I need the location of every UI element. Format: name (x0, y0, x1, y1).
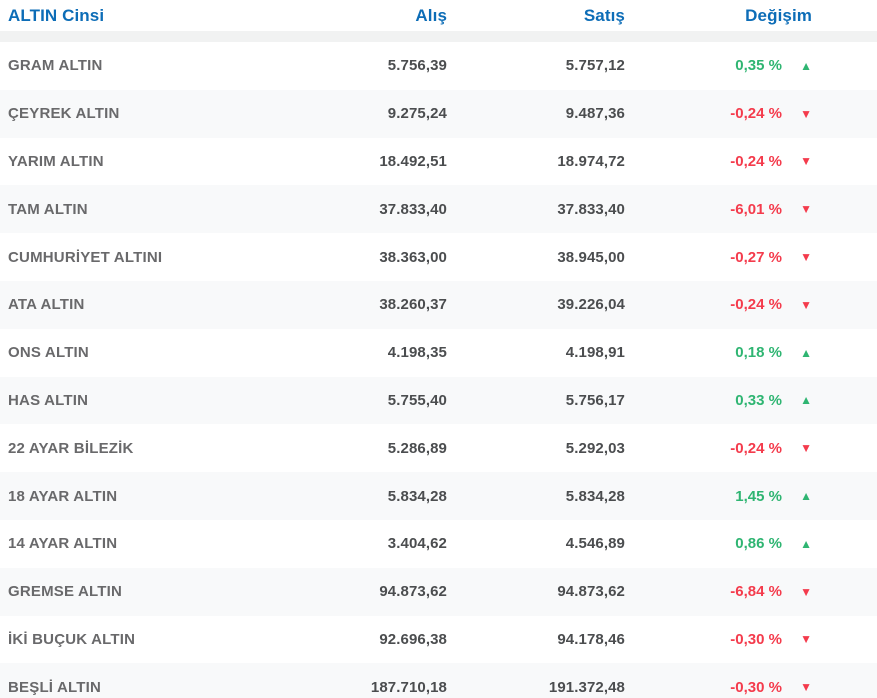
down-arrow-icon: ▼ (800, 680, 812, 695)
buy-price: 4.198,35 (387, 344, 447, 362)
down-arrow-icon: ▼ (800, 297, 812, 312)
change-percent: 0,35 % (735, 57, 782, 75)
buy-price: 94.873,62 (379, 583, 447, 601)
down-arrow-icon: ▼ (800, 154, 812, 169)
table-row[interactable]: 18 AYAR ALTIN 5.834,28 5.834,28 1,45 % ▲ (0, 472, 877, 520)
table-row[interactable]: GREMSE ALTIN 94.873,62 94.873,62 -6,84 %… (0, 567, 877, 616)
table-row[interactable]: BEŞLİ ALTIN 187.710,18 191.372,48 -0,30 … (0, 663, 877, 698)
change-percent: 0,33 % (735, 391, 782, 409)
table-row[interactable]: 14 AYAR ALTIN 3.404,62 4.546,89 0,86 % ▲ (0, 519, 877, 568)
change-percent: -0,27 % (730, 248, 782, 266)
col-header-change: Değişim (745, 5, 812, 25)
buy-price: 38.363,00 (379, 248, 447, 266)
table-row[interactable]: ATA ALTIN 38.260,37 39.226,04 -0,24 % ▼ (0, 280, 877, 329)
table-row[interactable]: HAS ALTIN 5.755,40 5.756,17 0,33 % ▲ (0, 376, 877, 425)
sell-price: 37.833,40 (557, 200, 625, 218)
down-arrow-icon: ▼ (800, 584, 812, 599)
sell-price: 38.945,00 (557, 248, 625, 266)
sell-price: 18.974,72 (557, 152, 625, 170)
down-arrow-icon: ▼ (800, 106, 812, 121)
gold-type-label: ONS ALTIN (8, 344, 89, 362)
table-row[interactable]: TAM ALTIN 37.833,40 37.833,40 -6,01 % ▼ (0, 185, 877, 234)
gold-type-label: YARIM ALTIN (8, 152, 104, 170)
sell-price: 94.873,62 (557, 583, 625, 601)
change-percent: -0,30 % (730, 678, 782, 696)
change-percent: 1,45 % (735, 487, 782, 505)
gold-type-label: CUMHURİYET ALTINI (8, 248, 163, 266)
change-percent: -0,24 % (730, 439, 782, 457)
table-row[interactable]: GRAM ALTIN 5.756,39 5.757,12 0,35 % ▲ (0, 42, 877, 90)
sell-price: 5.757,12 (565, 57, 625, 75)
sell-price: 94.178,46 (557, 630, 625, 648)
table-body: GRAM ALTIN 5.756,39 5.757,12 0,35 % ▲ ÇE… (0, 42, 877, 698)
gold-type-label: GRAM ALTIN (8, 57, 103, 75)
gold-type-label: TAM ALTIN (8, 200, 88, 218)
up-arrow-icon: ▲ (800, 536, 812, 551)
down-arrow-icon: ▼ (800, 441, 812, 456)
change-percent: 0,18 % (735, 344, 782, 362)
table-row[interactable]: 22 AYAR BİLEZİK 5.286,89 5.292,03 -0,24 … (0, 424, 877, 473)
table-row[interactable]: ÇEYREK ALTIN 9.275,24 9.487,36 -0,24 % ▼ (0, 89, 877, 138)
buy-price: 9.275,24 (387, 105, 447, 123)
table-row[interactable]: ONS ALTIN 4.198,35 4.198,91 0,18 % ▲ (0, 328, 877, 377)
sell-price: 5.292,03 (565, 439, 625, 457)
down-arrow-icon: ▼ (800, 202, 812, 217)
sell-price: 39.226,04 (557, 296, 625, 314)
up-arrow-icon: ▲ (800, 489, 812, 504)
buy-price: 5.286,89 (387, 439, 447, 457)
change-percent: -6,84 % (730, 583, 782, 601)
gold-type-label: 14 AYAR ALTIN (8, 535, 118, 553)
gold-type-label: 22 AYAR BİLEZİK (8, 439, 134, 457)
buy-price: 3.404,62 (387, 535, 447, 553)
change-percent: -0,24 % (730, 105, 782, 123)
gold-type-label: İKİ BUÇUK ALTIN (8, 630, 136, 648)
col-header-sell: Satış (583, 5, 625, 25)
col-header-gold-type: ALTIN Cinsi (8, 5, 105, 25)
table-header: ALTIN Cinsi Alış Satış Değişim (0, 0, 877, 31)
buy-price: 37.833,40 (379, 200, 447, 218)
table-row[interactable]: İKİ BUÇUK ALTIN 92.696,38 94.178,46 -0,3… (0, 615, 877, 664)
gold-type-label: BEŞLİ ALTIN (8, 678, 102, 696)
table-row[interactable]: YARIM ALTIN 18.492,51 18.974,72 -0,24 % … (0, 137, 877, 186)
sell-price: 9.487,36 (565, 105, 625, 123)
buy-price: 187.710,18 (370, 678, 447, 696)
sell-price: 5.834,28 (565, 487, 625, 505)
up-arrow-icon: ▲ (800, 393, 812, 408)
down-arrow-icon: ▼ (800, 250, 812, 265)
sell-price: 4.546,89 (565, 535, 625, 553)
header-separator (0, 31, 877, 42)
buy-price: 5.755,40 (387, 391, 447, 409)
up-arrow-icon: ▲ (800, 345, 812, 360)
change-percent: -0,24 % (730, 152, 782, 170)
change-percent: -0,30 % (730, 630, 782, 648)
sell-price: 5.756,17 (565, 391, 625, 409)
sell-price: 4.198,91 (565, 344, 625, 362)
change-percent: -0,24 % (730, 296, 782, 314)
gold-type-label: ATA ALTIN (8, 296, 85, 314)
up-arrow-icon: ▲ (800, 58, 812, 73)
buy-price: 38.260,37 (379, 296, 447, 314)
gold-type-label: 18 AYAR ALTIN (8, 487, 118, 505)
gold-type-label: GREMSE ALTIN (8, 583, 123, 601)
buy-price: 5.834,28 (387, 487, 447, 505)
change-percent: 0,86 % (735, 535, 782, 553)
buy-price: 92.696,38 (379, 630, 447, 648)
buy-price: 5.756,39 (387, 57, 447, 75)
table-row[interactable]: CUMHURİYET ALTINI 38.363,00 38.945,00 -0… (0, 233, 877, 281)
change-percent: -6,01 % (730, 200, 782, 218)
down-arrow-icon: ▼ (800, 632, 812, 647)
col-header-buy: Alış (415, 5, 447, 25)
gold-type-label: HAS ALTIN (8, 391, 89, 409)
sell-price: 191.372,48 (548, 678, 625, 696)
gold-type-label: ÇEYREK ALTIN (8, 105, 120, 123)
buy-price: 18.492,51 (379, 152, 447, 170)
